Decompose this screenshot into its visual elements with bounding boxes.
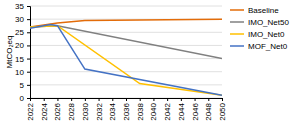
x-tick: 2048: [204, 98, 213, 121]
x-tick: 2040: [149, 98, 158, 121]
y-axis-title: MtCO₂eq: [5, 36, 14, 69]
x-axis: 2022 2024 2026 2028 2030 2032 2034 2036 2038 2040…: [26, 98, 227, 121]
y-tick-mark: [27, 98, 30, 99]
x-tick-mark: [195, 98, 196, 101]
x-tick-mark: [153, 98, 154, 101]
x-tick: 2032: [95, 98, 104, 121]
y-tick-label: 25: [15, 28, 24, 37]
grid-line: [30, 84, 222, 85]
grid-line: [30, 71, 222, 72]
x-axis-line: [31, 99, 223, 102]
grid-line: [30, 32, 222, 33]
legend-item: MOF_Net0: [230, 42, 288, 51]
series-line: [30, 24, 222, 95]
x-tick-mark: [181, 98, 182, 101]
x-tick: 2038: [136, 98, 145, 121]
x-tick-label: 2038: [136, 102, 145, 120]
y-tick: 5: [20, 81, 30, 90]
x-tick: 2030: [81, 98, 90, 121]
legend: Baseline IMO_Net50 IMO_Net0 MOF_Net0: [230, 6, 289, 51]
y-tick-mark: [27, 85, 30, 86]
legend-swatch: [230, 33, 244, 35]
grid-line: [30, 45, 222, 46]
y-tick: 0: [20, 94, 30, 103]
lines: [30, 19, 222, 95]
y-tick-mark: [27, 19, 30, 20]
legend-item: IMO_Net50: [230, 18, 289, 27]
x-tick-mark: [44, 98, 45, 101]
y-axis-line: [27, 7, 31, 99]
x-tick-label: 2030: [81, 102, 90, 120]
x-tick-label: 2028: [67, 102, 76, 120]
x-tick-label: 2046: [191, 102, 200, 120]
x-tick: 2034: [108, 98, 117, 121]
x-tick: 2036: [122, 98, 131, 121]
x-tick: 2028: [67, 98, 76, 121]
legend-label: Baseline: [248, 6, 279, 15]
x-tick-mark: [167, 98, 168, 101]
grid-line: [30, 58, 222, 59]
x-tick-mark: [222, 98, 223, 101]
x-tick-label: 2042: [163, 102, 172, 120]
x-tick-label: 2040: [149, 102, 158, 120]
grid-line: [30, 6, 222, 7]
x-tick-label: 2024: [40, 102, 49, 120]
x-tick-label: 2022: [26, 102, 35, 120]
y-tick-label: 0: [20, 94, 25, 103]
y-tick-mark: [27, 59, 30, 60]
x-tick-label: 2032: [95, 102, 104, 120]
x-tick-mark: [57, 98, 58, 101]
plot: 2022202420262028203020322034203620382040…: [15, 2, 227, 121]
y-tick: 30: [15, 15, 30, 24]
x-tick: 2042: [163, 98, 172, 121]
x-tick: 2024: [40, 98, 49, 121]
y-tick-mark: [27, 32, 30, 33]
x-tick-mark: [99, 98, 100, 101]
grid: [30, 6, 222, 98]
y-tick-mark: [27, 6, 30, 7]
x-tick-mark: [71, 98, 72, 101]
legend-swatch: [230, 9, 244, 11]
y-tick-label: 10: [15, 68, 24, 77]
y-tick: 35: [15, 2, 30, 11]
x-tick-label: 2050: [218, 102, 227, 120]
y-tick-label: 5: [20, 81, 25, 90]
chart: 2022202420262028203020322034203620382040…: [0, 0, 300, 124]
x-tick: 2022: [26, 98, 35, 121]
y-tick-label: 35: [15, 2, 24, 11]
y-tick-label: 20: [15, 41, 24, 50]
x-tick-label: 2048: [204, 102, 213, 120]
y-tick: 15: [15, 55, 30, 64]
x-tick-label: 2034: [108, 102, 117, 120]
x-tick-mark: [126, 98, 127, 101]
legend-label: IMO_Net50: [248, 18, 289, 27]
x-tick-mark: [85, 98, 86, 101]
x-tick-mark: [112, 98, 113, 101]
legend-label: MOF_Net0: [248, 42, 288, 51]
x-tick: 2050: [218, 98, 227, 121]
x-tick-mark: [140, 98, 141, 101]
legend-item: IMO_Net0: [230, 30, 285, 39]
legend-label: IMO_Net0: [248, 30, 285, 39]
x-tick-label: 2044: [177, 102, 186, 120]
x-tick: 2026: [53, 98, 62, 121]
y-axis: 0 5 10 15 20 25 30 35: [15, 2, 30, 103]
x-tick-label: 2036: [122, 102, 131, 120]
x-tick-mark: [208, 98, 209, 101]
x-tick-label: 2026: [53, 102, 62, 120]
legend-swatch: [230, 45, 244, 47]
y-tick-mark: [27, 72, 30, 73]
series-line: [30, 26, 222, 96]
y-tick: 25: [15, 28, 30, 37]
legend-item: Baseline: [230, 6, 279, 15]
legend-swatch: [230, 21, 244, 23]
x-tick: 2044: [177, 98, 186, 121]
y-tick-label: 15: [15, 55, 24, 64]
series-line: [30, 26, 222, 59]
y-tick-label: 30: [15, 15, 24, 24]
y-tick: 10: [15, 68, 30, 77]
x-tick: 2046: [191, 98, 200, 121]
y-tick: 20: [15, 41, 30, 50]
y-tick-mark: [27, 45, 30, 46]
